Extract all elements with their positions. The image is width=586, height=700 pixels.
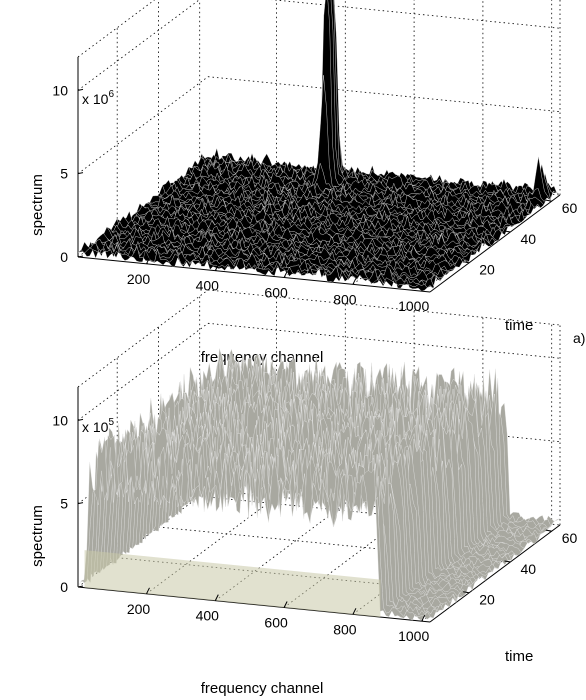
x-tick-label: 200 xyxy=(127,601,151,617)
z-tick-label: 10 xyxy=(52,412,68,428)
x-tick-label: 600 xyxy=(264,285,288,301)
x-tick-label: 600 xyxy=(264,615,288,631)
z-tick-label: 5 xyxy=(60,496,68,512)
z-tick-label: 0 xyxy=(60,249,68,265)
grid-line xyxy=(207,76,561,113)
x-tick-label: 400 xyxy=(196,608,220,624)
z-scale-label: x 105 xyxy=(82,417,114,435)
x-tick xyxy=(214,264,219,271)
y-axis-label: time xyxy=(505,317,533,334)
y-tick-label: 20 xyxy=(479,592,495,608)
x-tick-label: 400 xyxy=(196,278,220,294)
x-tick xyxy=(283,601,288,608)
grid-line xyxy=(77,76,209,175)
z-tick-label: 10 xyxy=(52,82,68,98)
grid-line xyxy=(77,256,431,293)
x-tick xyxy=(421,614,426,622)
grid-line xyxy=(207,322,561,359)
z-tick xyxy=(77,502,84,505)
z-axis-label: spectrum xyxy=(29,505,46,567)
x-tick-label: 1000 xyxy=(398,628,429,644)
y-tick xyxy=(504,230,511,233)
y-tick-label: 60 xyxy=(562,200,578,216)
grid-line xyxy=(207,289,561,326)
x-tick xyxy=(352,278,357,285)
grid-line xyxy=(429,194,561,293)
y-tick-label: 40 xyxy=(521,231,537,247)
z-tick xyxy=(77,585,84,588)
surface-plot xyxy=(77,348,561,621)
y-tick-label: 20 xyxy=(479,262,495,278)
z-tick xyxy=(77,255,84,258)
y-tick xyxy=(504,560,511,563)
x-tick xyxy=(214,594,219,601)
surface-plot xyxy=(77,0,561,291)
z-tick xyxy=(77,88,84,91)
z-scale-label: x 106 xyxy=(82,89,114,107)
x-tick xyxy=(421,284,426,292)
x-tick xyxy=(283,271,288,278)
grid-line xyxy=(77,0,200,91)
z-tick xyxy=(77,418,84,421)
z-axis-label: spectrum xyxy=(29,174,46,236)
y-tick-label: 40 xyxy=(521,561,537,577)
x-tick xyxy=(352,608,357,615)
z-tick xyxy=(77,172,84,175)
chart-panel-b: 0 5 10 200 400 600 800 1000 20 40 60 x 105 spectru… xyxy=(29,289,577,697)
panel-label: a) xyxy=(573,330,585,346)
y-axis-label: time xyxy=(505,648,533,665)
z-tick-label: 0 xyxy=(60,579,68,595)
y-tick xyxy=(545,529,552,532)
z-tick-label: 5 xyxy=(60,166,68,182)
y-tick xyxy=(545,199,552,202)
grid-line xyxy=(77,586,431,623)
grid-line xyxy=(77,289,209,388)
x-tick-label: 800 xyxy=(333,621,357,637)
y-tick-label: 60 xyxy=(562,530,578,546)
x-axis-label: frequency channel xyxy=(201,680,324,697)
surface-strip xyxy=(77,245,434,291)
grid-line xyxy=(429,524,561,623)
surface-strip xyxy=(77,437,434,621)
grid-line xyxy=(77,0,156,58)
grid-line xyxy=(158,526,511,563)
y-tick xyxy=(463,261,470,264)
tick-labels: 0 5 10 200 400 600 800 1000 20 40 60 xyxy=(52,412,577,644)
grid-line xyxy=(271,0,561,29)
grid-line xyxy=(77,322,209,421)
y-tick xyxy=(463,591,470,594)
x-tick xyxy=(146,587,150,595)
x-tick-label: 1000 xyxy=(398,298,429,314)
x-tick-label: 200 xyxy=(127,271,151,287)
band-front-face xyxy=(84,550,381,618)
grid-line xyxy=(199,495,552,532)
x-tick xyxy=(146,257,150,265)
